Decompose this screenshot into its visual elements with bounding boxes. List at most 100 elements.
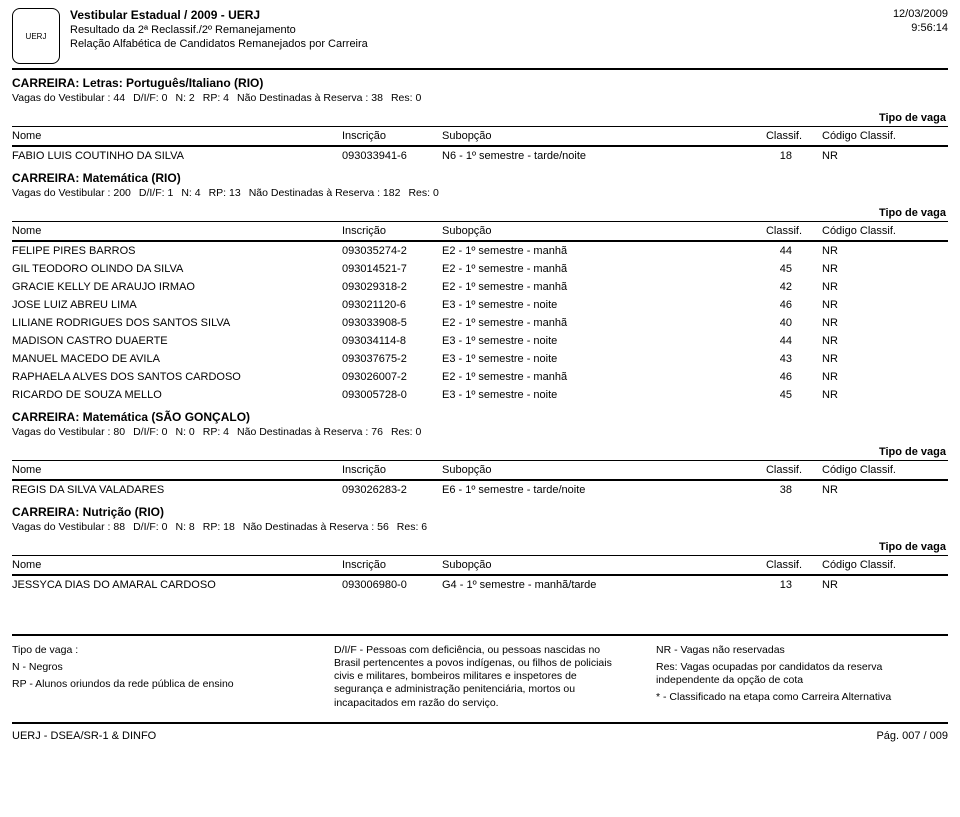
cell-inscr: 093021120-6 bbox=[342, 299, 442, 311]
tipo-vaga-label: Tipo de vaga bbox=[12, 533, 948, 556]
cell-nome: RICARDO DE SOUZA MELLO bbox=[12, 389, 342, 401]
col-subop: Subopção bbox=[442, 464, 742, 476]
table-row: FABIO LUIS COUTINHO DA SILVA093033941-6N… bbox=[12, 147, 948, 165]
cell-subop: E2 - 1º semestre - manhã bbox=[442, 281, 742, 293]
table-header: NomeInscriçãoSubopçãoClassif.Código Clas… bbox=[12, 127, 948, 147]
logo-text: UERJ bbox=[26, 32, 47, 41]
header-text: Vestibular Estadual / 2009 - UERJ Result… bbox=[70, 8, 893, 50]
legend-nr: NR - Vagas não reservadas bbox=[656, 644, 948, 657]
cell-subop: E2 - 1º semestre - manhã bbox=[442, 245, 742, 257]
table-row: MADISON CASTRO DUAERTE093034114-8E3 - 1º… bbox=[12, 332, 948, 350]
footer: UERJ - DSEA/SR-1 & DINFO Pág. 007 / 009 bbox=[12, 724, 948, 752]
cell-nome: JESSYCA DIAS DO AMARAL CARDOSO bbox=[12, 579, 342, 591]
cell-inscr: 093026007-2 bbox=[342, 371, 442, 383]
cell-inscr: 093026283-2 bbox=[342, 484, 442, 496]
cell-subop: E2 - 1º semestre - manhã bbox=[442, 371, 742, 383]
cell-nome: GRACIE KELLY DE ARAUJO IRMAO bbox=[12, 281, 342, 293]
legend-col-3: NR - Vagas não reservadas Res: Vagas ocu… bbox=[656, 644, 948, 714]
cell-inscr: 093033908-5 bbox=[342, 317, 442, 329]
col-inscr: Inscrição bbox=[342, 130, 442, 142]
cell-nome: LILIANE RODRIGUES DOS SANTOS SILVA bbox=[12, 317, 342, 329]
cell-classif: 44 bbox=[742, 245, 822, 257]
legend-diif: D/I/F - Pessoas com deficiência, ou pess… bbox=[334, 644, 626, 710]
legend-tipo: Tipo de vaga : bbox=[12, 644, 304, 657]
col-subop: Subopção bbox=[442, 225, 742, 237]
cell-subop: N6 - 1º semestre - tarde/noite bbox=[442, 150, 742, 162]
cell-classif: 40 bbox=[742, 317, 822, 329]
cell-classif: 45 bbox=[742, 389, 822, 401]
cell-nome: FABIO LUIS COUTINHO DA SILVA bbox=[12, 150, 342, 162]
cell-nome: JOSE LUIZ ABREU LIMA bbox=[12, 299, 342, 311]
cell-subop: E2 - 1º semestre - manhã bbox=[442, 317, 742, 329]
cell-codigo: NR bbox=[822, 389, 922, 401]
cell-inscr: 093035274-2 bbox=[342, 245, 442, 257]
col-inscr: Inscrição bbox=[342, 225, 442, 237]
table-header: NomeInscriçãoSubopçãoClassif.Código Clas… bbox=[12, 556, 948, 576]
cell-subop: E2 - 1º semestre - manhã bbox=[442, 263, 742, 275]
col-codigo: Código Classif. bbox=[822, 225, 922, 237]
table-row: RAPHAELA ALVES DOS SANTOS CARDOSO0930260… bbox=[12, 368, 948, 386]
col-classif: Classif. bbox=[742, 130, 822, 142]
cell-nome: REGIS DA SILVA VALADARES bbox=[12, 484, 342, 496]
cell-codigo: NR bbox=[822, 150, 922, 162]
footer-left: UERJ - DSEA/SR-1 & DINFO bbox=[12, 730, 156, 742]
header-sub1: Resultado da 2ª Reclassif./2º Remanejame… bbox=[70, 24, 893, 36]
table-row: RICARDO DE SOUZA MELLO093005728-0E3 - 1º… bbox=[12, 386, 948, 404]
table-row: FELIPE PIRES BARROS093035274-2E2 - 1º se… bbox=[12, 242, 948, 260]
col-nome: Nome bbox=[12, 130, 342, 142]
legend-col-2: D/I/F - Pessoas com deficiência, ou pess… bbox=[334, 644, 626, 714]
col-codigo: Código Classif. bbox=[822, 464, 922, 476]
cell-classif: 18 bbox=[742, 150, 822, 162]
uerj-logo: UERJ bbox=[12, 8, 60, 64]
cell-inscr: 093029318-2 bbox=[342, 281, 442, 293]
col-classif: Classif. bbox=[742, 225, 822, 237]
cell-inscr: 093037675-2 bbox=[342, 353, 442, 365]
cell-nome: RAPHAELA ALVES DOS SANTOS CARDOSO bbox=[12, 371, 342, 383]
table-row: LILIANE RODRIGUES DOS SANTOS SILVA093033… bbox=[12, 314, 948, 332]
legend-res: Res: Vagas ocupadas por candidatos da re… bbox=[656, 661, 948, 687]
report-header: UERJ Vestibular Estadual / 2009 - UERJ R… bbox=[12, 8, 948, 70]
col-classif: Classif. bbox=[742, 559, 822, 571]
cell-codigo: NR bbox=[822, 335, 922, 347]
col-inscr: Inscrição bbox=[342, 464, 442, 476]
cell-classif: 43 bbox=[742, 353, 822, 365]
cell-classif: 45 bbox=[742, 263, 822, 275]
cell-inscr: 093005728-0 bbox=[342, 389, 442, 401]
cell-codigo: NR bbox=[822, 353, 922, 365]
header-title: Vestibular Estadual / 2009 - UERJ bbox=[70, 8, 893, 22]
col-subop: Subopção bbox=[442, 559, 742, 571]
table-row: JOSE LUIZ ABREU LIMA093021120-6E3 - 1º s… bbox=[12, 296, 948, 314]
cell-classif: 44 bbox=[742, 335, 822, 347]
cell-codigo: NR bbox=[822, 299, 922, 311]
vagas-line: Vagas do Vestibular : 80D/I/F: 0N: 0RP: … bbox=[12, 426, 948, 438]
col-classif: Classif. bbox=[742, 464, 822, 476]
footer-right: Pág. 007 / 009 bbox=[876, 730, 948, 742]
cell-codigo: NR bbox=[822, 484, 922, 496]
cell-codigo: NR bbox=[822, 317, 922, 329]
vagas-line: Vagas do Vestibular : 200D/I/F: 1N: 4RP:… bbox=[12, 187, 948, 199]
header-time: 9:56:14 bbox=[893, 22, 948, 34]
legend-rp: RP - Alunos oriundos da rede pública de … bbox=[12, 678, 304, 691]
cell-nome: MANUEL MACEDO DE AVILA bbox=[12, 353, 342, 365]
legend-n: N - Negros bbox=[12, 661, 304, 674]
header-date: 12/03/2009 bbox=[893, 8, 948, 20]
cell-codigo: NR bbox=[822, 579, 922, 591]
career-section: CARREIRA: Matemática (RIO) Vagas do Vesti… bbox=[12, 171, 948, 404]
legend-star: * - Classificado na etapa como Carreira … bbox=[656, 691, 948, 704]
table-header: NomeInscriçãoSubopçãoClassif.Código Clas… bbox=[12, 461, 948, 481]
cell-inscr: 093014521-7 bbox=[342, 263, 442, 275]
table-row: GRACIE KELLY DE ARAUJO IRMAO093029318-2E… bbox=[12, 278, 948, 296]
table-header: NomeInscriçãoSubopçãoClassif.Código Clas… bbox=[12, 222, 948, 242]
career-title: CARREIRA: Matemática (RIO) bbox=[12, 171, 948, 185]
cell-codigo: NR bbox=[822, 263, 922, 275]
cell-subop: E3 - 1º semestre - noite bbox=[442, 353, 742, 365]
header-sub2: Relação Alfabética de Candidatos Remanej… bbox=[70, 38, 893, 50]
table-row: REGIS DA SILVA VALADARES093026283-2E6 - … bbox=[12, 481, 948, 499]
cell-classif: 42 bbox=[742, 281, 822, 293]
vagas-line: Vagas do Vestibular : 88D/I/F: 0N: 8RP: … bbox=[12, 521, 948, 533]
col-nome: Nome bbox=[12, 225, 342, 237]
col-codigo: Código Classif. bbox=[822, 559, 922, 571]
career-section: CARREIRA: Letras: Português/Italiano (RI… bbox=[12, 76, 948, 165]
col-inscr: Inscrição bbox=[342, 559, 442, 571]
career-title: CARREIRA: Nutrição (RIO) bbox=[12, 505, 948, 519]
